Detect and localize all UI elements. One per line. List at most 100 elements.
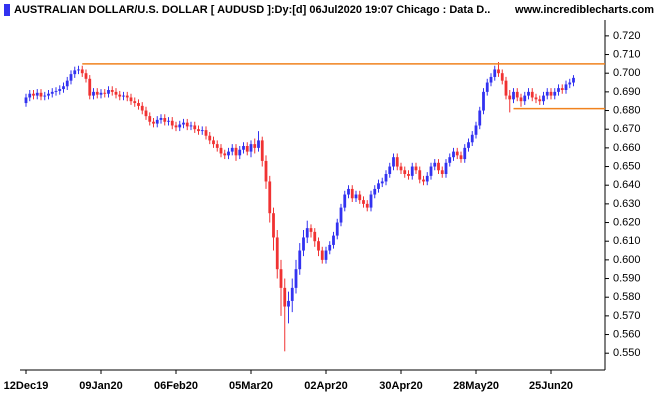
candle-body [332,235,335,245]
candle-body [497,69,500,74]
candle-body [358,194,362,201]
candle-body [328,244,332,251]
candle-body [553,91,557,96]
candle-body [392,157,395,167]
candle-body [500,73,504,81]
candle-body [414,166,418,171]
candle-body [65,80,69,87]
title-icon [4,4,10,16]
candle-body [557,88,560,92]
candle-body [399,166,403,171]
candle-body [260,140,264,161]
candle-body [474,125,478,135]
candle-body [230,147,234,152]
candle-body [504,80,508,96]
candle-body [512,91,515,100]
candle-body [182,122,185,125]
candle-body [80,69,84,74]
candle-body [257,140,260,148]
candle-body [212,140,215,145]
candle-body [39,92,43,97]
candle-body [568,82,572,85]
y-tick-label: 0.580 [613,291,641,303]
candle-body [125,95,129,98]
candle-body [50,91,54,94]
candle-body [208,135,212,141]
candle-body [467,142,470,148]
candle-body [268,181,272,214]
x-tick-label: 12Dec19 [4,380,49,392]
candle-body [223,153,227,156]
candle-body [275,237,279,270]
candle-body [482,91,485,111]
candle-body [189,125,193,127]
candle-body [320,250,324,260]
candle-body [508,95,512,100]
y-tick-label: 0.560 [613,328,641,340]
candle-body [538,99,542,102]
y-tick-label: 0.670 [613,123,641,135]
candle-body [305,228,309,238]
candle-body [279,269,283,288]
candle-body [62,86,65,90]
candle-body [549,91,553,96]
candle-body [204,130,208,136]
candle-body [290,287,294,301]
candle-body [489,76,493,83]
candle-body [54,90,58,92]
candle-body [118,94,122,97]
candle-body [429,166,433,176]
y-tick-label: 0.620 [613,216,641,228]
candle-body [69,74,73,81]
candle-body [459,155,463,160]
y-tick-label: 0.590 [613,272,641,284]
candle-body [264,160,268,182]
candle-body [73,70,77,75]
candle-body [245,146,249,152]
candle-body [410,166,414,176]
candle-body [129,97,133,102]
candle-body [350,188,354,199]
candle-body [249,144,253,152]
y-tick-label: 0.600 [613,254,641,266]
x-tick-label: 02Apr20 [304,380,347,392]
candle-body [283,287,287,307]
candle-body [302,237,305,251]
candle-body [564,84,568,90]
candle-body [114,91,118,95]
candle-body [347,188,350,195]
candle-body [107,90,110,94]
candle-body [534,97,538,100]
candle-body [193,125,197,130]
candle-body [407,174,410,176]
y-tick-label: 0.680 [613,104,641,116]
candle-body [287,300,290,307]
candle-body [545,91,549,96]
candle-body [238,149,242,156]
source-label: www.incrediblecharts.com [514,4,654,16]
candle-body [185,122,189,127]
candle-body [253,144,257,148]
candle-body [137,103,140,106]
chart-title: AUSTRALIAN DOLLAR/U.S. DOLLAR [ AUDUSD ]… [14,4,490,16]
x-tick-label: 30Apr20 [379,380,422,392]
candle-body [309,228,313,232]
candle-body [403,170,407,174]
candle-body [242,146,245,150]
y-tick-label: 0.640 [613,179,641,191]
y-tick-label: 0.550 [613,347,641,359]
candle-body [148,116,152,122]
x-tick-label: 06Feb20 [154,380,198,392]
candle-body [377,183,380,189]
candle-body [418,170,422,180]
candle-body [440,170,444,174]
candle-body [197,129,200,132]
candle-body [77,69,80,71]
candle-body [174,125,178,128]
candle-body [24,97,28,104]
candle-body [159,118,163,120]
candle-body [463,147,467,160]
candle-body [234,147,238,156]
